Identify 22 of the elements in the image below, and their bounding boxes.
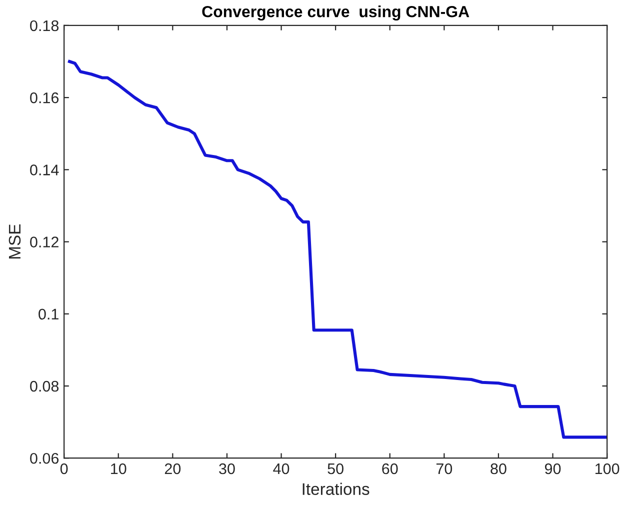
- x-tick-label: 10: [111, 463, 126, 474]
- x-tick-label: 30: [219, 463, 235, 474]
- y-tick-label: 0.12: [30, 236, 58, 248]
- x-tick-label: 60: [382, 463, 398, 474]
- y-tick-label: 0.18: [30, 20, 59, 32]
- y-tick-label: 0.08: [30, 380, 59, 392]
- x-tick-label: 0: [60, 463, 68, 474]
- x-tick-label: 90: [544, 463, 561, 474]
- x-tick-label: 40: [273, 463, 290, 474]
- y-tick-label: 0.1: [38, 308, 58, 320]
- chart-title: Convergence curve using CNN-GA: [202, 6, 470, 20]
- x-tick-label: 100: [595, 463, 620, 474]
- y-tick-label: 0.16: [30, 92, 59, 104]
- x-axis-title: Iterations: [302, 482, 370, 495]
- y-axis-title: MSE: [8, 224, 21, 258]
- x-tick-label: 20: [164, 463, 181, 474]
- x-tick-label: 80: [490, 463, 506, 474]
- x-tick-label: 50: [328, 463, 344, 474]
- y-tick-label: 0.06: [30, 452, 59, 464]
- line-series: [68, 60, 608, 439]
- y-tick-label: 0.14: [30, 164, 59, 176]
- x-tick-label: 70: [436, 463, 452, 474]
